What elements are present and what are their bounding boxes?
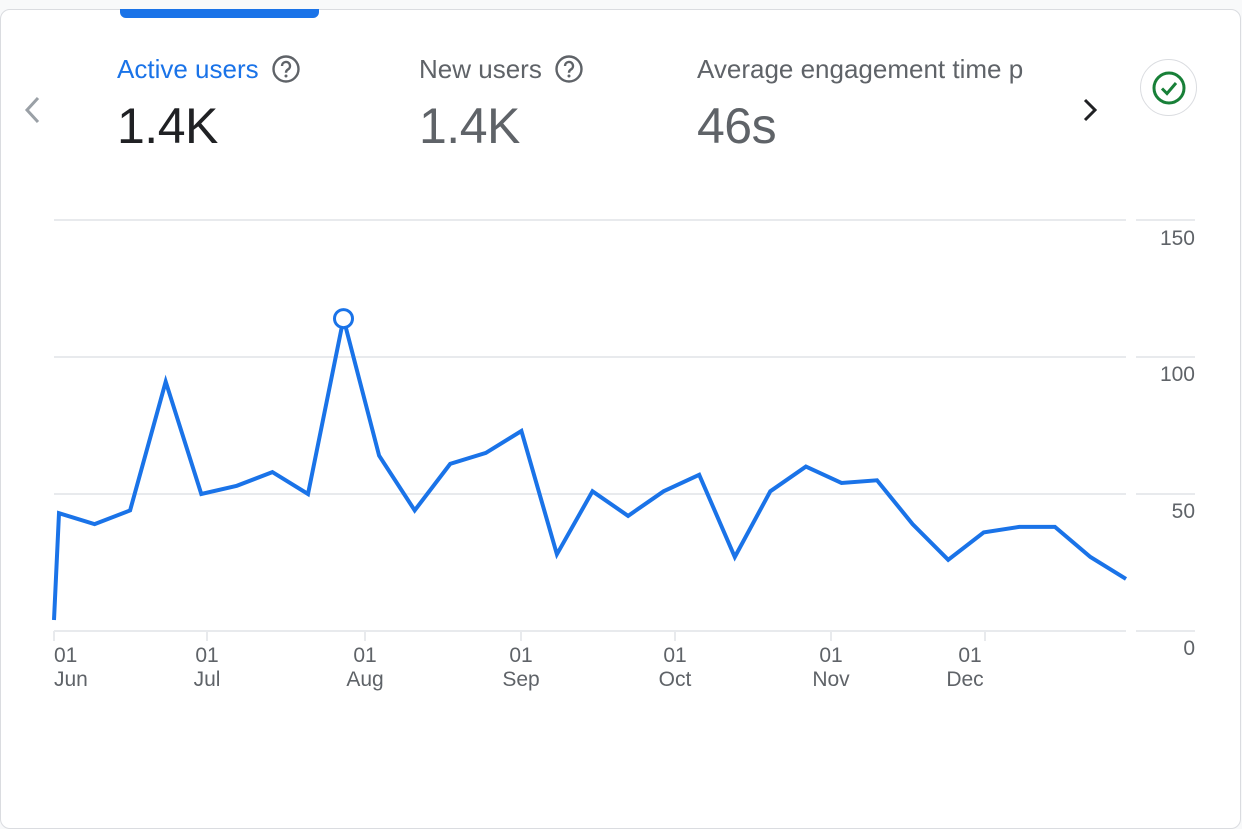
metric-tab-new-users[interactable]: New users 1.4K (419, 52, 584, 156)
x-tick-day: 01 (195, 644, 218, 667)
x-tick-day: 01 (54, 644, 77, 667)
x-axis-ticks (53, 631, 986, 641)
y-tick-label: 150 (1160, 227, 1195, 250)
chart-card (0, 9, 1241, 829)
chevron-left-icon (24, 96, 40, 124)
metric-value: 1.4K (117, 98, 218, 154)
grid-lines (54, 219, 1195, 632)
x-tick-day: 01 (958, 644, 981, 667)
x-axis-labels: 01 Jun 01 Jul 01 Aug 01 Sep 01 Oct 01 No… (54, 644, 984, 691)
x-tick-month: Dec (946, 668, 983, 691)
metric-tab-average-engagement-time[interactable]: Average engagement time p 46s (697, 52, 1053, 156)
x-tick-month: Aug (346, 668, 383, 691)
x-tick-day: 01 (509, 644, 532, 667)
help-circle-icon[interactable] (271, 54, 301, 84)
x-tick-day: 01 (819, 644, 842, 667)
y-tick-label: 50 (1172, 500, 1195, 523)
y-tick-label: 0 (1183, 637, 1195, 660)
previous-metrics-button[interactable] (12, 90, 52, 130)
check-circle-icon (1152, 71, 1185, 104)
y-tick-label: 100 (1160, 363, 1195, 386)
highlighted-data-point[interactable] (333, 308, 354, 330)
active-tab-indicator (120, 9, 319, 18)
line-chart: 150 100 50 0 01 Jun 01 Jul 01 Aug 01 Sep… (52, 219, 1195, 691)
x-tick-month: Jul (194, 668, 221, 691)
y-axis-labels: 150 100 50 0 (1160, 227, 1195, 660)
x-tick-month: Oct (659, 668, 692, 691)
x-tick-day: 01 (353, 644, 376, 667)
chevron-right-icon (1083, 98, 1098, 122)
help-circle-icon[interactable] (554, 54, 584, 84)
metric-value: 46s (697, 98, 777, 154)
next-metrics-button[interactable] (1070, 90, 1110, 130)
x-tick-month: Sep (502, 668, 539, 691)
x-tick-month: Nov (812, 668, 850, 691)
x-tick-month: Jun (54, 668, 88, 691)
metric-label: New users (419, 54, 542, 84)
metric-label: Active users (117, 54, 259, 84)
status-badge[interactable] (1140, 59, 1197, 116)
series-line-active-users[interactable] (52, 318, 1128, 621)
metric-value: 1.4K (419, 98, 520, 154)
metric-tab-active-users[interactable]: Active users 1.4K (117, 52, 301, 156)
x-tick-day: 01 (663, 644, 686, 667)
metric-label: Average engagement time p (697, 54, 1024, 84)
